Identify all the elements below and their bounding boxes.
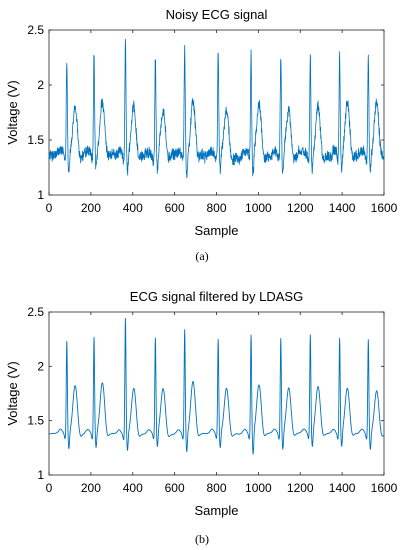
ecg-signal-line [48,38,385,178]
y-tick-label: 2.5 [27,305,44,319]
x-tick-label: 200 [81,481,101,495]
x-tick-label: 0 [46,201,53,215]
x-tick-label: 1600 [371,201,398,215]
x-tick-label: 400 [123,481,143,495]
x-tick-label: 0 [46,481,53,495]
x-tick-label: 1400 [329,481,356,495]
x-tick-label: 400 [123,201,143,215]
x-tick-label: 1400 [329,201,356,215]
figure-caption: (a) [195,249,208,263]
x-tick-label: 800 [206,481,226,495]
x-tick-label: 200 [81,201,101,215]
figure-caption: (b) [195,532,209,546]
y-axis-label: Voltage (V) [5,361,20,425]
x-tick-label: 1200 [287,201,314,215]
filtered-ecg-panel: ECG signal filtered by LDASG 0 200 400 600 80… [5,289,398,546]
y-tick-label: 1.5 [27,133,44,147]
y-tick-label: 2 [37,78,44,92]
x-axis-label: Sample [194,223,238,238]
x-tick-label: 800 [206,201,226,215]
y-tick-label: 2 [37,359,44,373]
y-tick-label: 1.5 [27,414,44,428]
y-tick-label: 1 [37,468,44,482]
x-axis-label: Sample [194,503,238,518]
chart-title: Noisy ECG signal [166,7,268,22]
x-tick-label: 1000 [245,201,272,215]
y-tick-label: 1 [37,188,44,202]
ecg-signal-line [48,317,385,455]
y-tick-label: 2.5 [27,23,44,37]
x-tick-label: 1600 [371,481,398,495]
y-axis-label: Voltage (V) [5,80,20,144]
x-tick-label: 1000 [245,481,272,495]
x-tick-label: 1200 [287,481,314,495]
x-tick-label: 600 [165,481,185,495]
noisy-ecg-panel: Noisy ECG signal 0 200 400 600 800 1000 1200 140… [5,7,398,263]
x-tick-label: 600 [165,201,185,215]
chart-title: ECG signal filtered by LDASG [130,289,303,304]
